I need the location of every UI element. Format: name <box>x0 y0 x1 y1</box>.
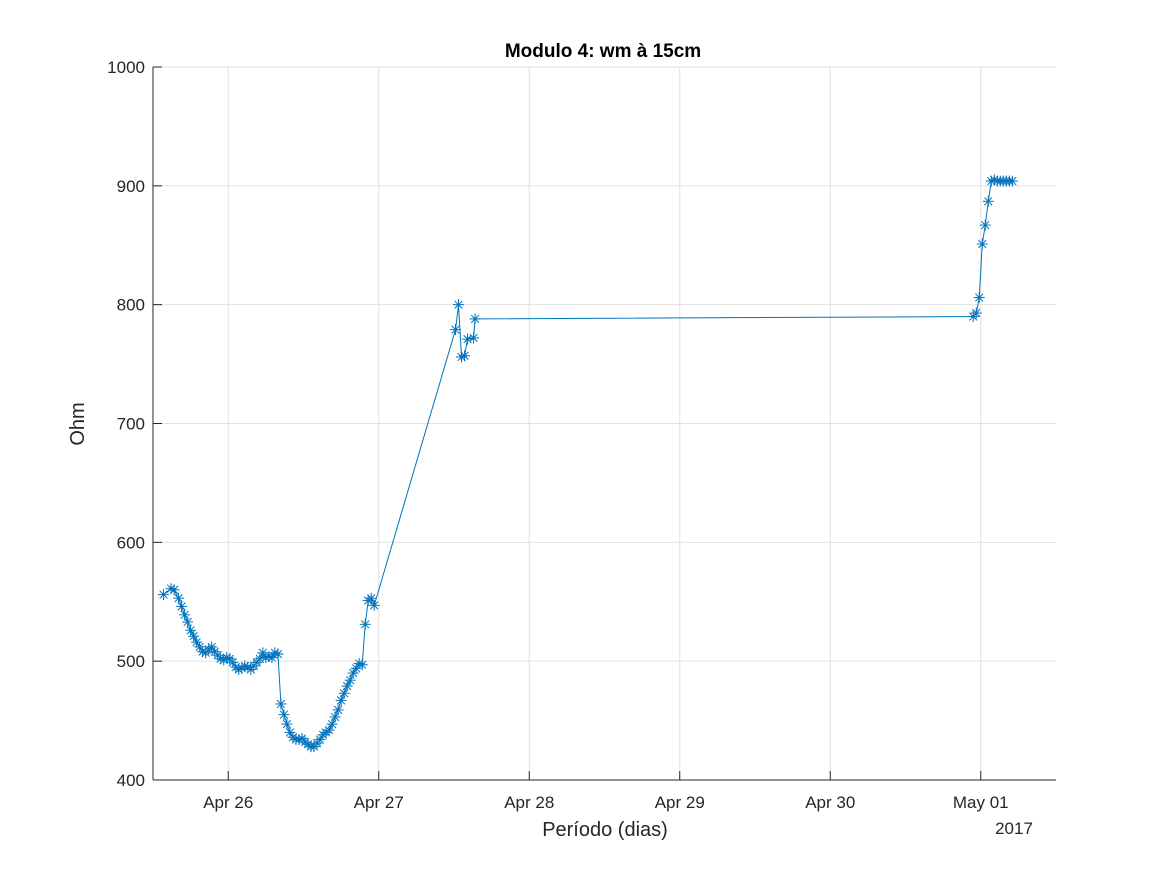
data-point <box>341 680 353 692</box>
data-point <box>281 718 293 730</box>
data-point <box>976 238 988 250</box>
data-point <box>453 299 465 311</box>
data-point <box>173 592 185 604</box>
data-point <box>158 589 170 601</box>
x-tick-label-5: May 01 <box>953 793 1009 812</box>
series-line-0 <box>163 179 1013 748</box>
data-point <box>979 219 991 231</box>
data-point <box>469 313 481 325</box>
x-tick-label-3: Apr 29 <box>655 793 705 812</box>
x-tick-label-2: Apr 28 <box>504 793 554 812</box>
y-tick-label-1: 500 <box>117 652 145 671</box>
data-point <box>450 324 462 336</box>
x-tick-label-0: Apr 26 <box>203 793 253 812</box>
data-point <box>368 599 380 611</box>
data-point <box>468 332 480 344</box>
data-point <box>185 624 197 636</box>
y-tick-label-6: 1000 <box>107 58 145 77</box>
data-point <box>257 647 269 659</box>
y-tick-label-2: 600 <box>117 533 145 552</box>
data-point <box>227 656 239 668</box>
x-axis-label: Período (dias) <box>542 819 668 841</box>
data-point <box>973 292 985 304</box>
tick-labels: Apr 26 Apr 27 Apr 28 Apr 29 Apr 30 May 01 400 5… <box>107 58 1008 812</box>
y-tick-label-3: 700 <box>117 415 145 434</box>
data-point <box>332 704 344 716</box>
y-tick-label-0: 400 <box>117 771 145 790</box>
series-plot <box>158 174 1018 753</box>
x-year-label: 2017 <box>995 819 1033 838</box>
data-point <box>176 601 188 613</box>
axes <box>152 66 1056 781</box>
x-tick-label-4: Apr 30 <box>805 793 855 812</box>
data-point <box>359 618 371 630</box>
data-point <box>323 724 335 736</box>
chart-title: Modulo 4: wm à 15cm <box>505 41 701 62</box>
y-tick-label-4: 800 <box>117 296 145 315</box>
y-axis-label: Ohm <box>67 402 89 445</box>
data-point <box>459 350 471 362</box>
data-point <box>182 616 194 628</box>
grid <box>153 66 1056 781</box>
data-point <box>356 659 368 671</box>
data-point <box>278 709 290 721</box>
data-point <box>1006 175 1018 187</box>
data-point <box>168 584 180 596</box>
x-tick-label-1: Apr 27 <box>354 793 404 812</box>
data-point <box>982 195 994 207</box>
data-point <box>272 648 284 660</box>
data-point <box>970 307 982 319</box>
data-point <box>275 698 287 710</box>
y-tick-label-5: 900 <box>117 177 145 196</box>
data-point <box>188 630 200 642</box>
